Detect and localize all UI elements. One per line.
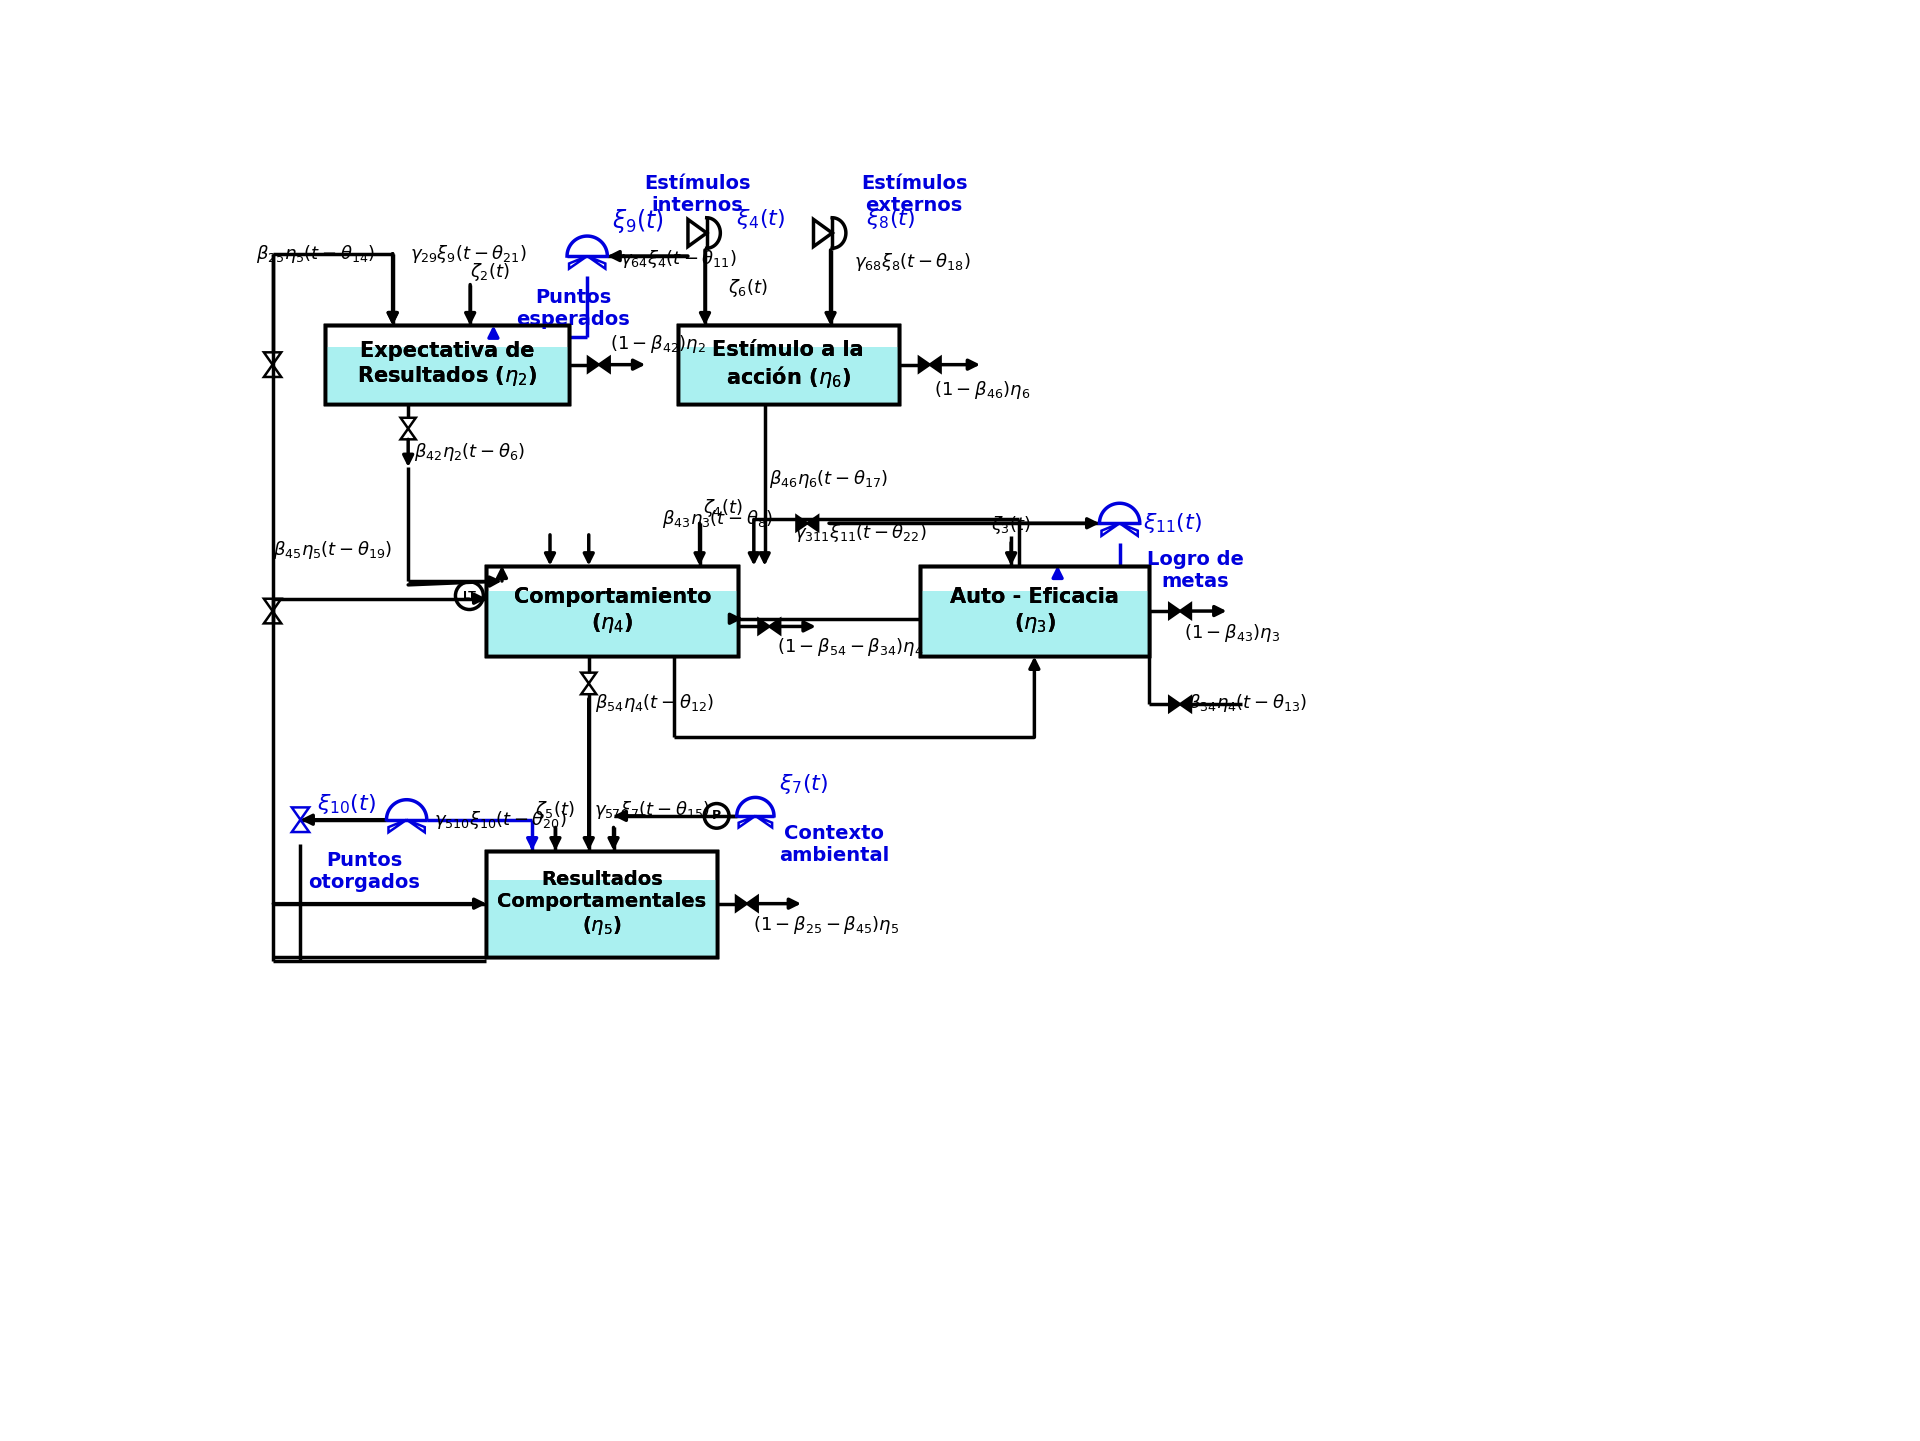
Text: Resultados
Comportamentales
($\eta_5$): Resultados Comportamentales ($\eta_5$)	[497, 870, 707, 937]
Text: Estímulo a la
acción ($\eta_6$): Estímulo a la acción ($\eta_6$)	[712, 340, 864, 389]
Text: $\beta_{45}\eta_5(t-\theta_{19})$: $\beta_{45}\eta_5(t-\theta_{19})$	[273, 539, 392, 561]
Text: Estímulos
internos: Estímulos internos	[643, 174, 751, 215]
Text: $\gamma_{64}\xi_4(t-\theta_{11})$: $\gamma_{64}\xi_4(t-\theta_{11})$	[620, 248, 737, 269]
FancyBboxPatch shape	[678, 326, 899, 403]
Text: Comportamiento
($\eta_4$): Comportamiento ($\eta_4$)	[515, 588, 710, 635]
Text: $\beta_{34}\eta_4(t-\theta_{13})$: $\beta_{34}\eta_4(t-\theta_{13})$	[1188, 692, 1308, 713]
Polygon shape	[1181, 696, 1190, 712]
Text: $\zeta_4(t)$: $\zeta_4(t)$	[703, 497, 743, 519]
Text: $(1-\beta_{25}-\beta_{45})\eta_5$: $(1-\beta_{25}-\beta_{45})\eta_5$	[753, 915, 899, 937]
Polygon shape	[1181, 604, 1190, 618]
FancyBboxPatch shape	[486, 880, 718, 957]
Text: $\gamma_{29}\xi_9(t-\theta_{21})$: $\gamma_{29}\xi_9(t-\theta_{21})$	[411, 242, 528, 265]
Polygon shape	[920, 357, 929, 372]
Text: $\xi_4(t)$: $\xi_4(t)$	[735, 208, 785, 231]
Text: Logro de
metas: Logro de metas	[1146, 550, 1244, 591]
Text: $\beta_{42}\eta_2(t-\theta_6)$: $\beta_{42}\eta_2(t-\theta_6)$	[415, 441, 526, 463]
Text: Auto - Eficacia
($\eta_3$): Auto - Eficacia ($\eta_3$)	[950, 588, 1119, 635]
Text: Contexto
ambiental: Contexto ambiental	[780, 824, 889, 865]
Polygon shape	[929, 357, 941, 372]
Text: $\xi_{11}(t)$: $\xi_{11}(t)$	[1142, 512, 1202, 535]
Text: P: P	[712, 810, 722, 823]
Polygon shape	[1169, 696, 1181, 712]
FancyBboxPatch shape	[324, 347, 570, 403]
Text: $\beta_{43}\eta_3(t-\theta_8)$: $\beta_{43}\eta_3(t-\theta_8)$	[662, 509, 774, 530]
Polygon shape	[1169, 604, 1181, 618]
FancyBboxPatch shape	[920, 591, 1148, 657]
Polygon shape	[747, 896, 758, 911]
Text: $\zeta_5(t)$: $\zeta_5(t)$	[536, 800, 576, 821]
Text: $\xi_9(t)$: $\xi_9(t)$	[612, 206, 664, 235]
Text: $\beta_{54}\eta_4(t-\theta_{12})$: $\beta_{54}\eta_4(t-\theta_{12})$	[595, 692, 714, 713]
Text: $(1-\beta_{54}-\beta_{34})\eta_4$: $(1-\beta_{54}-\beta_{34})\eta_4$	[778, 635, 924, 657]
Text: Expectativa de
Resultados ($\eta_2$): Expectativa de Resultados ($\eta_2$)	[357, 342, 538, 389]
Polygon shape	[797, 516, 806, 530]
Polygon shape	[588, 357, 599, 372]
Text: $\xi_8(t)$: $\xi_8(t)$	[866, 208, 916, 231]
FancyBboxPatch shape	[920, 566, 1148, 657]
Text: Auto - Eficacia
($\eta_3$): Auto - Eficacia ($\eta_3$)	[950, 588, 1119, 635]
Text: Estímulos
externos: Estímulos externos	[860, 174, 968, 215]
Text: $\gamma_{68}\xi_8(t-\theta_{18})$: $\gamma_{68}\xi_8(t-\theta_{18})$	[854, 252, 972, 274]
Text: $\zeta_6(t)$: $\zeta_6(t)$	[728, 277, 768, 298]
Text: $\xi_{10}(t)$: $\xi_{10}(t)$	[317, 793, 376, 816]
Text: Resultados
Comportamentales
($\eta_5$): Resultados Comportamentales ($\eta_5$)	[497, 870, 707, 937]
Polygon shape	[735, 896, 747, 911]
Text: Comportamiento
($\eta_4$): Comportamiento ($\eta_4$)	[515, 588, 710, 635]
Text: Estímulo a la
acción ($\eta_6$): Estímulo a la acción ($\eta_6$)	[712, 340, 864, 389]
FancyBboxPatch shape	[486, 566, 739, 657]
Text: $\gamma_{57}\xi_7(t-\theta_{15})$: $\gamma_{57}\xi_7(t-\theta_{15})$	[593, 800, 710, 821]
Text: $(1-\beta_{43})\eta_3$: $(1-\beta_{43})\eta_3$	[1185, 623, 1281, 644]
Text: $\gamma_{510}\xi_{10}(t-\theta_{20})$: $\gamma_{510}\xi_{10}(t-\theta_{20})$	[434, 808, 566, 830]
Text: $\zeta_2(t)$: $\zeta_2(t)$	[470, 261, 511, 282]
Text: Puntos
otorgados: Puntos otorgados	[307, 850, 420, 892]
FancyBboxPatch shape	[678, 347, 899, 403]
FancyBboxPatch shape	[486, 850, 718, 957]
Text: $\beta_{46}\eta_6(t-\theta_{17})$: $\beta_{46}\eta_6(t-\theta_{17})$	[768, 468, 887, 490]
FancyBboxPatch shape	[486, 591, 739, 657]
Text: $\xi_7(t)$: $\xi_7(t)$	[780, 772, 828, 795]
Text: Puntos
esperados: Puntos esperados	[516, 288, 630, 330]
Text: $(1-\beta_{42})\eta_2$: $(1-\beta_{42})\eta_2$	[611, 333, 707, 356]
Text: $\zeta_3(t)$: $\zeta_3(t)$	[991, 514, 1031, 536]
Text: $\gamma_{311}\xi_{11}(t-\theta_{22})$: $\gamma_{311}\xi_{11}(t-\theta_{22})$	[795, 522, 927, 545]
Text: Expectativa de
Resultados ($\eta_2$): Expectativa de Resultados ($\eta_2$)	[357, 342, 538, 389]
Polygon shape	[770, 618, 780, 634]
Polygon shape	[806, 516, 818, 530]
FancyBboxPatch shape	[324, 326, 570, 403]
Polygon shape	[758, 618, 770, 634]
Text: $\beta_{25}\eta_5(t-\theta_{14})$: $\beta_{25}\eta_5(t-\theta_{14})$	[255, 242, 374, 265]
Text: $(1-\beta_{46})\eta_6$: $(1-\beta_{46})\eta_6$	[933, 379, 1029, 401]
Polygon shape	[599, 357, 611, 372]
Text: LT: LT	[463, 591, 476, 601]
